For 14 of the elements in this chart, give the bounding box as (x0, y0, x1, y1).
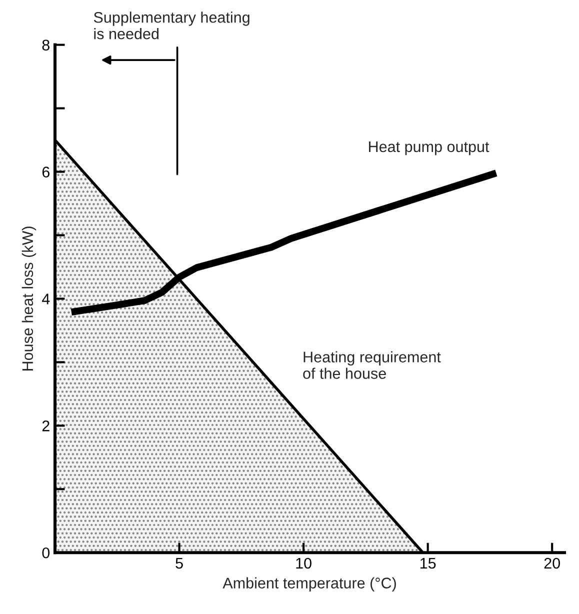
series-label: Heat pump output (369, 141, 490, 156)
text: Supplementary heating is needed (94, 12, 250, 40)
series-label: Heating requirement of the house (303, 351, 441, 379)
x-tick-label: 20 (544, 558, 560, 569)
y-tick-label: 4 (42, 294, 50, 304)
x-tick-label: 10 (296, 558, 312, 569)
y-tick-label: 8 (42, 40, 50, 51)
x-tick-label: 5 (176, 558, 183, 569)
y-tick-label: 0 (42, 547, 50, 558)
x-axis-title: Ambient temperature (°C) (222, 577, 396, 592)
y-tick-label: 6 (42, 166, 50, 178)
y-tick-label: 2 (42, 420, 50, 432)
x-tick-label: 15 (420, 558, 436, 569)
y-axis-title: House heat loss (kW) (22, 226, 36, 370)
